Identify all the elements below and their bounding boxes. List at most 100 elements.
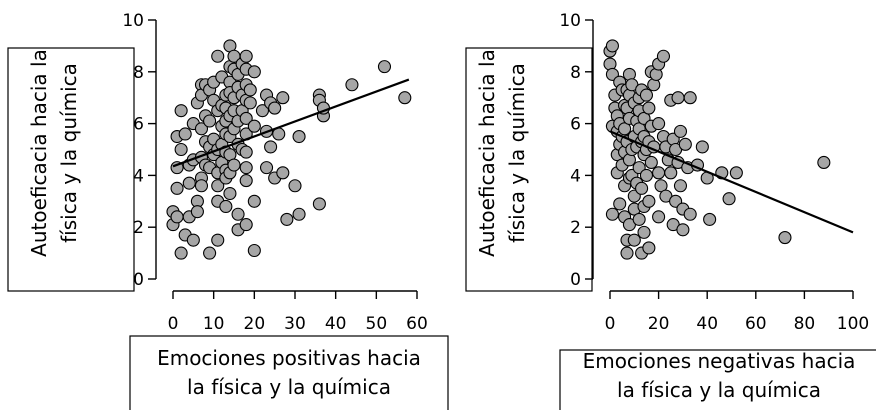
data-point — [194, 179, 209, 193]
x-tick-label: 80 — [794, 314, 816, 334]
data-point — [239, 49, 253, 63]
data-point — [729, 166, 743, 180]
data-point — [174, 142, 188, 157]
data-point — [632, 212, 646, 226]
data-point — [243, 96, 257, 110]
y-tick-label: 8 — [570, 63, 581, 83]
data-point — [377, 60, 392, 74]
x-axis: 0 10 20 30 40 50 60 — [168, 290, 428, 334]
x-tick-label: 50 — [366, 314, 388, 334]
data-point — [268, 101, 282, 115]
data-point — [170, 181, 184, 195]
data-point — [203, 246, 217, 260]
data-point — [247, 65, 261, 79]
y-tick-label: 4 — [133, 166, 144, 186]
data-point — [652, 166, 666, 180]
regression-line — [172, 78, 410, 168]
y-axis: 0 2 4 6 8 10 — [122, 11, 157, 290]
data-point — [635, 181, 649, 195]
y-axis-label-box — [7, 47, 135, 292]
data-point — [211, 179, 225, 193]
data-point — [627, 233, 641, 247]
data-point — [247, 194, 261, 208]
y-tick-label: 10 — [559, 11, 581, 31]
data-point — [722, 192, 736, 206]
data-point — [652, 210, 666, 224]
data-point — [345, 78, 359, 92]
data-point — [190, 205, 204, 219]
x-tick-label: 20 — [648, 314, 670, 334]
data-point — [644, 155, 658, 169]
data-point — [239, 111, 253, 125]
data-point — [276, 166, 290, 180]
x-axis-label-line-2: la física y la química — [187, 375, 391, 399]
x-tick-label: 30 — [284, 314, 306, 334]
data-point — [186, 233, 200, 247]
x-axis-label-line-1: Emociones positivas hacia — [157, 346, 421, 370]
data-point — [182, 176, 196, 190]
data-point — [239, 145, 253, 159]
data-point — [620, 246, 634, 260]
data-point — [639, 168, 654, 182]
y-tick-label: 10 — [122, 11, 144, 31]
data-point — [178, 127, 192, 141]
data-point — [223, 186, 237, 201]
data-point — [292, 130, 306, 144]
y-tick-label: 2 — [133, 218, 144, 238]
data-point — [219, 199, 233, 214]
x-tick-label: 20 — [244, 314, 266, 334]
data-point — [642, 101, 656, 115]
data-point — [231, 207, 245, 221]
y-tick-label: 8 — [133, 63, 144, 83]
y-tick-label: 0 — [570, 270, 581, 290]
data-point — [247, 243, 261, 258]
y-axis-label-line-2: física y la química — [57, 63, 81, 243]
y-tick-label: 2 — [570, 218, 581, 238]
y-axis-label-line-1: Autoeficacia hacia la — [27, 49, 51, 257]
y-axis-label-line-2: física y la química — [505, 63, 529, 243]
fit-line — [172, 78, 410, 168]
data-point — [683, 207, 697, 221]
data-point — [211, 233, 225, 247]
y-axis: 0 2 4 6 8 10 — [559, 11, 594, 290]
data-point — [637, 225, 651, 239]
data-point — [642, 194, 656, 208]
data-point — [239, 218, 253, 232]
x-tick-label: 60 — [406, 314, 428, 334]
data-point — [312, 197, 326, 211]
chart-positive-emotions: Autoeficacia hacia la física y la químic… — [7, 11, 449, 410]
data-point — [683, 91, 697, 105]
x-tick-label: 0 — [605, 314, 616, 334]
data-point — [673, 124, 688, 138]
data-point — [703, 212, 717, 226]
data-point — [280, 212, 294, 226]
data-point — [243, 83, 257, 97]
x-axis-label-box — [559, 349, 876, 410]
data-points — [603, 39, 831, 260]
data-point — [817, 155, 831, 169]
y-axis-label-box — [465, 47, 593, 292]
data-point — [695, 140, 709, 154]
data-point — [398, 91, 412, 105]
x-tick-label: 40 — [696, 314, 718, 334]
data-points — [166, 39, 412, 260]
data-point — [292, 207, 306, 221]
data-point — [613, 197, 627, 211]
data-point — [671, 91, 685, 105]
x-tick-label: 10 — [203, 314, 225, 334]
data-point — [255, 104, 270, 118]
data-point — [174, 104, 188, 118]
data-point — [642, 241, 656, 255]
data-point — [259, 161, 274, 175]
x-axis-label-line-1: Emociones negativas hacia — [583, 349, 856, 373]
x-axis-label-box — [129, 335, 449, 410]
data-point — [174, 246, 188, 260]
data-point — [288, 179, 302, 193]
data-point — [264, 140, 278, 154]
data-point — [778, 231, 792, 245]
y-tick-label: 6 — [133, 115, 144, 135]
regression-line — [609, 130, 854, 234]
x-axis: 0 20 40 60 80 100 — [605, 290, 869, 334]
data-point — [605, 207, 619, 221]
